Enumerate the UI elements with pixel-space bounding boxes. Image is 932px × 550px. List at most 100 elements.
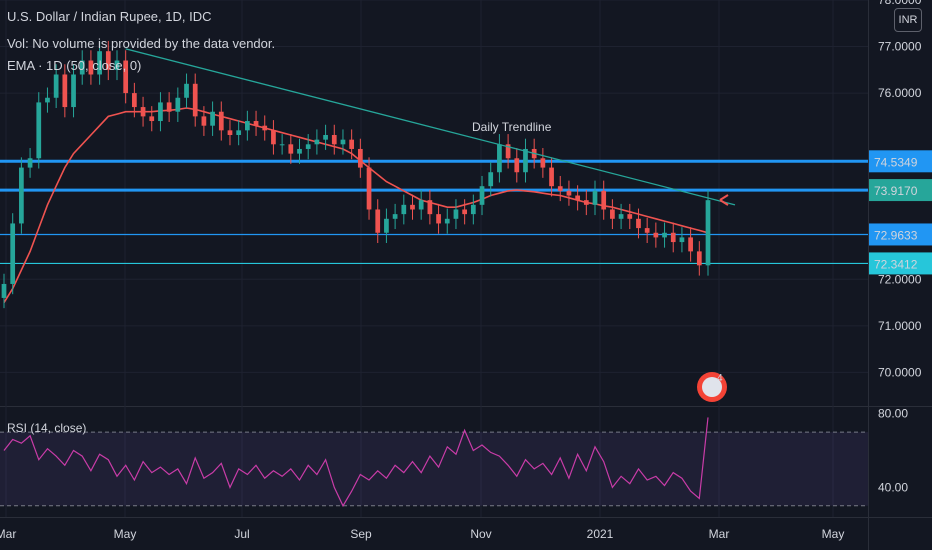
- currency-button[interactable]: INR: [894, 8, 922, 32]
- candle-body: [97, 51, 102, 75]
- time-tick-label: Mar: [709, 527, 730, 541]
- candle-body: [53, 74, 59, 98]
- level-price-value: 72.3412: [874, 257, 918, 271]
- candle-body: [192, 83, 198, 117]
- trendline-layer[interactable]: [125, 48, 736, 206]
- candle-body: [453, 209, 459, 219]
- candle-body: [27, 158, 33, 168]
- arrow-left-icon: [719, 194, 729, 206]
- ema-line-layer: [3, 107, 709, 304]
- event-badge-count: 4: [717, 373, 723, 384]
- level-price-value: 72.9633: [874, 228, 918, 242]
- candle-body: [149, 116, 155, 122]
- level-price-tag: [869, 252, 932, 275]
- candle-body: [253, 121, 259, 126]
- candle-body: [670, 232, 676, 243]
- price-tick-label: 77.0000: [878, 40, 922, 54]
- candle-body: [158, 102, 163, 122]
- candle-body: [627, 214, 633, 219]
- candle-body: [88, 60, 94, 75]
- candlestick-series: [1, 40, 711, 309]
- candle-body: [392, 214, 398, 219]
- candle-body: [201, 116, 207, 126]
- candle-body: [349, 139, 355, 149]
- candle-body: [288, 144, 294, 154]
- candle-body: [505, 144, 511, 159]
- level-price-tags: 74.5349 73.9170 72.9633 72.3412: [869, 150, 932, 275]
- time-tick-label: Jul: [234, 527, 249, 541]
- candle-body: [583, 200, 589, 205]
- candle-body: [497, 144, 502, 173]
- candle-body: [479, 186, 485, 205]
- price-tick-label: 78.0000: [878, 0, 922, 7]
- price-axis[interactable]: 70.0000 71.0000 72.0000 76.0000 77.0000 78.00…: [878, 0, 922, 494]
- ema-line: [3, 107, 709, 304]
- candle-body: [418, 200, 424, 210]
- candle-body: [384, 218, 389, 233]
- candle-body: [462, 209, 468, 215]
- time-tick-label: May: [114, 527, 137, 541]
- candle-body: [262, 125, 268, 131]
- candle-body: [279, 144, 285, 146]
- candle-body: [357, 148, 363, 168]
- candle-body: [618, 214, 624, 219]
- level-price-tag: [869, 179, 932, 202]
- candle-body: [236, 130, 242, 135]
- candle-body: [575, 195, 580, 201]
- horizontal-levels[interactable]: [0, 159, 868, 265]
- price-tick-label: 71.0000: [878, 319, 922, 333]
- candle-body: [514, 158, 520, 173]
- candle-body: [410, 204, 415, 210]
- candle-body: [314, 139, 320, 145]
- candle-body: [10, 223, 16, 284]
- event-badge-inner: [702, 377, 722, 397]
- candle-body: [62, 74, 68, 108]
- candle-body: [688, 237, 693, 252]
- candle-body: [175, 97, 181, 112]
- time-tick-label: May: [822, 527, 845, 541]
- candle-body: [644, 228, 650, 233]
- candle-body: [184, 83, 189, 98]
- candle-body: [549, 167, 554, 187]
- rsi-line: [3, 417, 709, 508]
- candle-body: [323, 135, 328, 140]
- candle-body: [140, 107, 146, 117]
- price-tick-label: 76.0000: [878, 86, 922, 100]
- price-tick-label: 70.0000: [878, 365, 922, 379]
- candle-body: [540, 158, 546, 168]
- candle-body: [427, 200, 433, 215]
- candle-body: [696, 251, 702, 266]
- candle-body: [523, 148, 528, 173]
- candle-body: [227, 130, 233, 135]
- trendline-annotation[interactable]: Daily Trendline: [472, 120, 552, 134]
- rsi-band-fill: [0, 432, 868, 506]
- candle-body: [166, 102, 172, 112]
- candle-body: [636, 218, 641, 229]
- candle-body: [45, 97, 50, 103]
- candle-body: [132, 93, 137, 108]
- time-axis[interactable]: Mar May Jul Sep Nov 2021 Mar May: [0, 527, 844, 541]
- candle-body: [19, 167, 24, 224]
- level-price-value: 74.5349: [874, 155, 918, 169]
- time-tick-label: 2021: [587, 527, 614, 541]
- trendline[interactable]: [125, 48, 736, 206]
- symbol-title[interactable]: U.S. Dollar / Indian Rupee, 1D, IDC: [7, 9, 212, 24]
- level-price-value: 73.9170: [874, 184, 918, 198]
- candle-body: [79, 60, 85, 75]
- level-price-tag: [869, 150, 932, 173]
- candle-body: [601, 190, 607, 210]
- candle-body: [297, 148, 302, 154]
- candle-body: [653, 232, 659, 238]
- ema-legend[interactable]: EMA · 1D (50, close, 0): [7, 58, 142, 73]
- candle-body: [36, 102, 42, 159]
- candle-body: [401, 204, 407, 215]
- time-tick-label: Sep: [350, 527, 372, 541]
- level-price-tag: [869, 223, 932, 246]
- price-tick-label: 72.0000: [878, 272, 922, 286]
- event-badge[interactable]: 4: [697, 372, 727, 402]
- time-tick-label: Nov: [470, 527, 491, 541]
- candle-body: [705, 200, 711, 266]
